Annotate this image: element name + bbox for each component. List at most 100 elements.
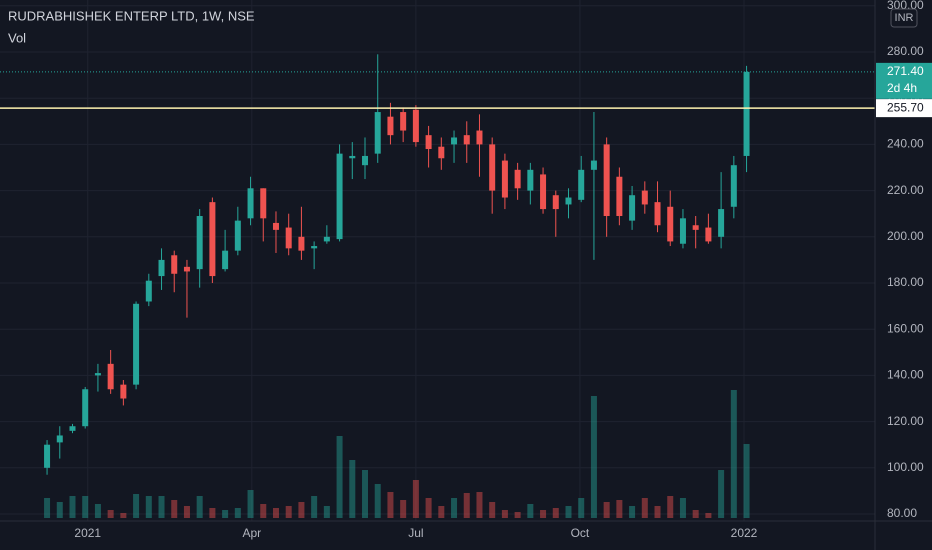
grid <box>0 0 875 521</box>
plot <box>0 54 875 518</box>
volume-bar <box>260 504 267 518</box>
volume-bar <box>400 500 407 518</box>
candle-body <box>272 222 279 230</box>
volume-bar <box>323 506 330 518</box>
volume-bar <box>183 506 190 518</box>
candle-body <box>387 116 394 136</box>
candle-body <box>285 227 292 249</box>
currency: INR <box>895 12 914 24</box>
volume-bar <box>374 484 381 518</box>
volume-bar <box>107 510 114 518</box>
volume-bar <box>565 506 572 518</box>
volume-bar <box>145 496 152 518</box>
volume-bar <box>654 506 661 518</box>
volume-bar <box>94 504 101 518</box>
candle-body <box>374 112 381 154</box>
candle-body <box>196 216 203 270</box>
volume-bar <box>298 502 305 518</box>
candle-body <box>82 389 89 427</box>
candle-body <box>425 135 432 150</box>
candle-body <box>743 71 750 156</box>
volume-bar <box>476 492 483 518</box>
volume-bar <box>540 510 547 518</box>
volume-bar <box>743 444 750 518</box>
y-tick-label: 200.00 <box>887 229 924 243</box>
candle-body <box>540 174 547 210</box>
y-tick-label: 240.00 <box>887 137 924 151</box>
candle-body <box>298 236 305 251</box>
y-tick-label: 180.00 <box>887 275 924 289</box>
y-tick-label: 300.00 <box>887 0 924 12</box>
volume-bar <box>527 504 534 518</box>
candle-body <box>133 303 140 385</box>
candle-body <box>362 155 369 166</box>
candle-body <box>667 206 674 242</box>
axis: 80.00 100.00 120.00 140.00 160.00 180.00 200.0… <box>74 0 932 540</box>
x-tick-label: 2021 <box>74 526 101 540</box>
candle-body <box>94 373 101 376</box>
volume-bar <box>438 506 445 518</box>
candle-body <box>171 255 178 274</box>
volume-bar <box>234 508 241 518</box>
volume-bar <box>451 498 458 518</box>
volume-bar <box>730 390 737 518</box>
volume-bar <box>69 496 76 518</box>
volume-bar <box>120 513 127 518</box>
candle-body <box>629 195 636 221</box>
candle-body <box>145 280 152 302</box>
volume-bar <box>501 510 508 518</box>
candle-body <box>44 444 51 468</box>
candle-body <box>247 188 254 219</box>
candle-body <box>311 246 318 249</box>
volume-bar <box>718 470 725 518</box>
volume-bar <box>641 498 648 518</box>
candle-body <box>641 190 648 205</box>
candle-body <box>158 259 165 277</box>
candle-body <box>234 220 241 251</box>
volume-bar <box>463 493 470 518</box>
volume-bar <box>362 470 369 518</box>
candle-body <box>476 130 483 145</box>
candle-body <box>349 155 356 159</box>
volume-bar <box>209 508 216 518</box>
candle-body <box>705 227 712 242</box>
candle-body <box>489 144 496 191</box>
candle-body <box>120 384 127 399</box>
volume-bar <box>171 500 178 518</box>
volume-bar <box>489 502 496 518</box>
candle-body <box>260 188 267 219</box>
candle-body <box>323 236 330 242</box>
y-tick-label: 140.00 <box>887 368 924 382</box>
candle-body <box>692 225 699 230</box>
volume-bar <box>82 496 89 518</box>
volume-bar <box>692 510 699 518</box>
candle-body <box>578 169 585 200</box>
volume-bar <box>629 506 636 518</box>
candle-body <box>412 109 419 143</box>
candle-body <box>565 197 572 205</box>
y-tick-label: 280.00 <box>887 44 924 58</box>
candle-body <box>514 169 521 189</box>
x-tick-label: Jul <box>408 526 423 540</box>
volume-bar <box>590 396 597 518</box>
volume-label: Vol <box>8 30 26 45</box>
volume-bar <box>412 480 419 518</box>
candle-body <box>438 146 445 159</box>
candle-body <box>451 137 458 145</box>
candle-body <box>718 209 725 237</box>
volume-bar <box>552 508 559 518</box>
candle-body <box>730 165 737 207</box>
volume-bar <box>603 502 610 518</box>
candle-body <box>590 160 597 170</box>
volume-bar <box>272 508 279 518</box>
volume-bar <box>158 496 165 518</box>
candle-body <box>209 202 216 277</box>
x-tick-label: Oct <box>571 526 590 540</box>
price-line-label-box <box>876 99 932 118</box>
candle-body <box>552 195 559 210</box>
volume-bar <box>196 496 203 518</box>
last-price-label: 271.40 <box>887 64 924 78</box>
volume-bar <box>222 510 229 518</box>
candle-body <box>527 169 534 191</box>
